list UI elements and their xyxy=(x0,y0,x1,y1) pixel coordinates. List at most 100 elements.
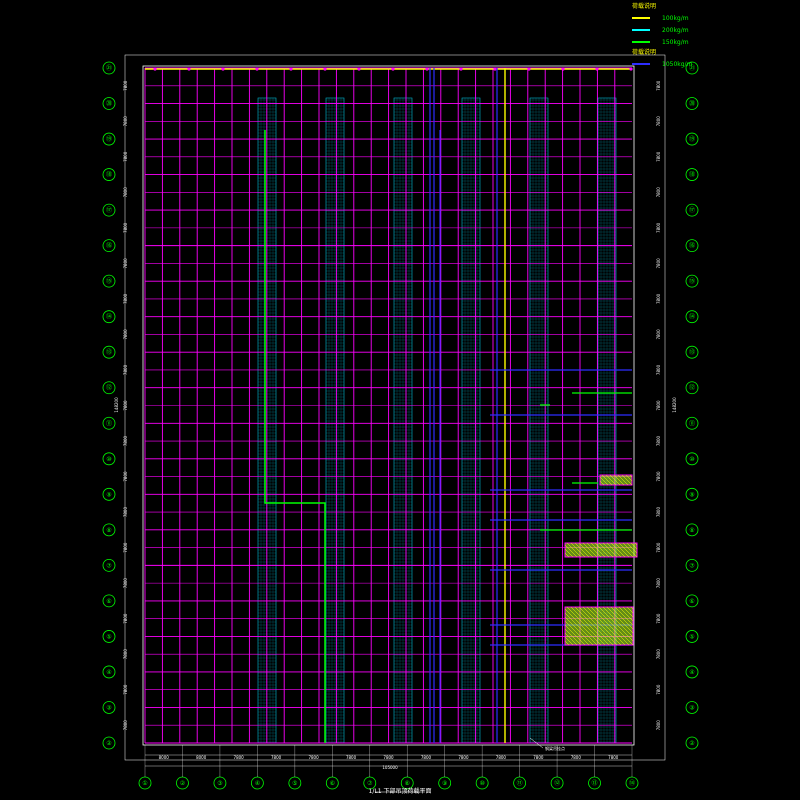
row-axis-bubble xyxy=(685,203,699,217)
zone-hatch xyxy=(570,606,610,646)
zone-hatch xyxy=(570,542,586,558)
zone-hatch xyxy=(574,606,614,646)
row-axis-bubble xyxy=(102,665,116,679)
row-axis-label: ⑬ xyxy=(689,348,695,356)
dimension-label: 7800 xyxy=(123,400,128,411)
zone-hatch xyxy=(630,542,638,550)
row-axis-bubble xyxy=(685,97,699,110)
dimension-label: 7800 xyxy=(123,507,128,518)
load-marker xyxy=(425,67,429,71)
zone-hatch xyxy=(586,542,602,558)
row-axis-bubble xyxy=(102,345,116,359)
load-marker xyxy=(391,67,395,71)
row-axis-label: ㉑ xyxy=(689,64,695,72)
column-axis-label: ⑬ xyxy=(592,779,598,787)
row-axis-label: ④ xyxy=(689,669,694,676)
row-axis-label: ④ xyxy=(106,669,111,676)
zone-hatch xyxy=(605,474,617,486)
row-axis-bubble xyxy=(685,594,699,608)
dimension-label: 7800 xyxy=(346,755,357,760)
row-axis-label: ⑭ xyxy=(106,313,112,321)
load-marker xyxy=(221,67,225,71)
column-axis-label: ④ xyxy=(255,780,260,787)
row-axis-label: ㉑ xyxy=(106,64,112,72)
row-axis-bubble xyxy=(102,416,116,430)
zone-hatch xyxy=(564,616,594,646)
dimension-label: 7800 xyxy=(123,222,128,233)
row-axis-label: ⑱ xyxy=(689,171,695,179)
zone-hatch xyxy=(564,636,574,646)
row-axis-label: ⑩ xyxy=(106,456,111,463)
dimension-label: 7800 xyxy=(656,613,661,624)
dimension-label: 7800 xyxy=(308,755,319,760)
zone-hatch xyxy=(586,606,626,646)
row-axis-bubble xyxy=(685,701,699,714)
row-axis-label: ⑪ xyxy=(106,419,112,427)
row-axis-bubble xyxy=(102,523,116,537)
zone-hatch xyxy=(582,606,622,646)
row-axis-label: ⑧ xyxy=(689,527,694,534)
dimension-label: 7800 xyxy=(123,116,128,127)
row-axis-bubble xyxy=(102,701,116,714)
dimension-label: 7800 xyxy=(656,578,661,589)
zone-hatch xyxy=(564,552,570,558)
legend-label: 200kg/m xyxy=(662,26,689,34)
dimension-label: 7800 xyxy=(571,755,582,760)
dimension-label: 7800 xyxy=(123,720,128,731)
row-axis-bubble xyxy=(102,239,116,253)
outer-frame xyxy=(142,65,635,746)
zone-hatch xyxy=(599,480,605,486)
dimension-total-label: 105000 xyxy=(382,765,398,770)
load-marker xyxy=(459,67,463,71)
dimension-label: 7800 xyxy=(123,435,128,446)
zone-hatch xyxy=(564,612,598,646)
dimension-total-label: 148200 xyxy=(672,397,677,413)
dimension-label: 7800 xyxy=(656,222,661,233)
zone-hatch xyxy=(564,544,578,558)
zone-hatch xyxy=(626,542,638,554)
zone-hatch xyxy=(613,474,625,486)
dimension-label: 7800 xyxy=(458,755,469,760)
zone-hatch xyxy=(610,542,626,558)
load-marker xyxy=(187,67,191,71)
dimension-label: 7800 xyxy=(421,755,432,760)
row-axis-label: ③ xyxy=(106,704,111,711)
dimension-label: 7800 xyxy=(123,542,128,553)
zone-hatch xyxy=(594,542,610,558)
zone-hatch xyxy=(606,606,634,634)
load-marker xyxy=(323,67,327,71)
zone-hatch xyxy=(617,474,629,486)
zone-hatch xyxy=(594,606,634,646)
dimension-label: 8000 xyxy=(196,755,207,760)
dimension-label: 7800 xyxy=(123,578,128,589)
legend-label: 1050kg/m xyxy=(662,60,693,68)
load-marker xyxy=(629,67,633,71)
row-axis-bubble xyxy=(102,558,116,572)
zone-hatch xyxy=(629,474,633,478)
zone-hatch xyxy=(621,474,633,486)
zone-hatch xyxy=(574,542,590,558)
zone-hatch xyxy=(614,606,634,626)
row-axis-bubble xyxy=(685,736,699,750)
zone-hatch xyxy=(606,542,622,558)
row-axis-bubble xyxy=(685,168,699,181)
column-axis-label: ⑭ xyxy=(629,779,635,787)
zone-hatch xyxy=(634,542,638,546)
load-marker xyxy=(493,67,497,71)
row-axis-label: ⑬ xyxy=(106,348,112,356)
dimension-label: 7800 xyxy=(656,684,661,695)
row-axis-label: ⑱ xyxy=(106,171,112,179)
load-legend: 荷载说明 100kg/m 200kg/m 150kg/m 荷载说明 1050kg… xyxy=(632,2,792,70)
zone-hatch xyxy=(626,606,634,614)
row-axis-label: ⑯ xyxy=(106,242,112,250)
row-axis-label: ⑯ xyxy=(689,242,695,250)
zone-hatch xyxy=(582,542,598,558)
zone-hatch xyxy=(578,542,594,558)
legend-heading: 荷载说明 xyxy=(632,3,657,10)
row-axis-label: ⑫ xyxy=(106,384,112,392)
column-axis-label: ⑩ xyxy=(479,780,484,787)
load-marker xyxy=(153,67,157,71)
row-axis-bubble xyxy=(102,274,116,288)
dimension-label: 7800 xyxy=(533,755,544,760)
